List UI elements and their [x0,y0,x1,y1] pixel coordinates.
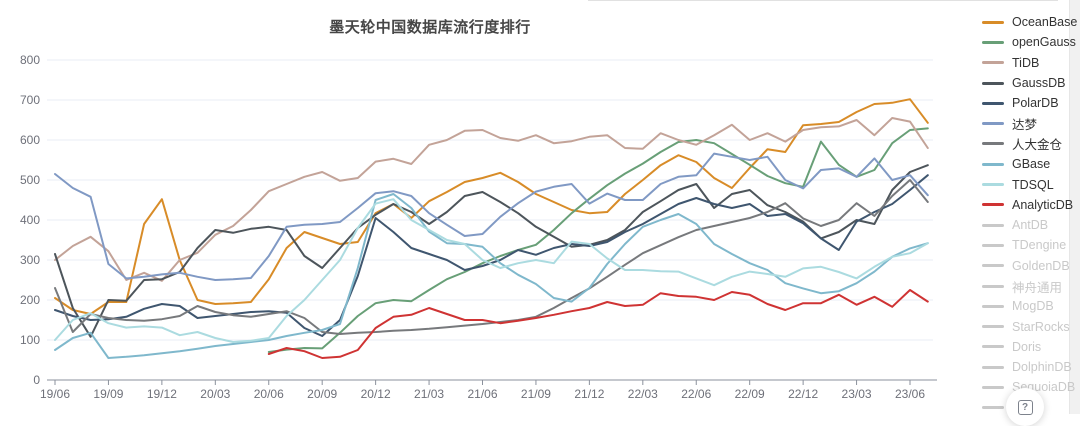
help-shortcut-button[interactable]: ? [1006,388,1044,426]
y-axis-tick-label: 100 [20,333,40,347]
y-axis-tick-label: 500 [20,173,40,187]
x-axis-tick-label: 20/09 [307,387,337,401]
x-axis-tick-label: 21/03 [414,387,444,401]
x-axis-tick-label: 22/12 [788,387,818,401]
legend-item-神舟通用[interactable]: 神舟通用 [982,276,1077,296]
legend-line-swatch [982,183,1004,187]
legend-label: MogDB [1012,299,1054,314]
legend-item-OceanBase[interactable]: OceanBase [982,12,1077,32]
legend-label: TiDB [1012,55,1040,70]
legend-line-swatch [982,101,1004,105]
x-axis-tick-label: 22/09 [735,387,765,401]
legend-line-swatch [982,365,1004,369]
legend-label: GBase [1012,157,1051,172]
y-axis-tick-label: 300 [20,253,40,267]
legend-label: Doris [1012,339,1042,354]
legend-line-swatch [982,122,1004,126]
series-line-GaussDB [54,164,929,338]
y-axis-tick-label: 600 [20,133,40,147]
legend-label: OceanBase [1012,15,1078,30]
y-axis-tick-label: 0 [33,373,40,387]
legend-label: GaussDB [1012,76,1066,91]
legend-line-swatch [982,162,1004,166]
top-divider-line [588,0,1058,1]
series-line-OceanBase [54,98,929,315]
y-axis-tick-label: 800 [20,53,40,67]
y-axis-tick-label: 200 [20,293,40,307]
x-axis-tick-label: 19/06 [40,387,70,401]
chart-legend: OceanBase openGauss TiDB GaussDB PolarDB 达梦人大… [982,12,1077,418]
legend-label: DolphinDB [1012,360,1072,375]
x-axis-tick-label: 20/06 [254,387,284,401]
legend-label: 达梦 [1012,118,1038,133]
series-line-TDSQL [54,198,929,343]
legend-item-PolarDB[interactable]: PolarDB [982,93,1077,113]
legend-line-swatch [982,203,1004,207]
legend-label: 人大金仓 [1012,138,1063,153]
legend-line-swatch [982,40,1004,44]
legend-item-MogDB[interactable]: MogDB [982,296,1077,316]
x-axis-tick-label: 23/06 [895,387,925,401]
legend-label: AnalyticDB [1012,197,1074,212]
x-axis-tick-label: 20/03 [200,387,230,401]
x-axis-tick-label: 21/09 [521,387,551,401]
x-axis-tick-label: 22/06 [681,387,711,401]
legend-line-swatch [982,223,1004,227]
legend-item-Doris[interactable]: Doris [982,337,1077,357]
legend-item-GBase[interactable]: GBase [982,154,1077,174]
legend-item-StarRocks[interactable]: StarRocks [982,316,1077,336]
x-axis-tick-label: 19/09 [93,387,123,401]
question-key-icon: ? [1017,399,1033,415]
series-line-GBase [54,193,929,359]
legend-item-TiDB[interactable]: TiDB [982,53,1077,73]
series-line-AnalyticDB [267,289,929,359]
legend-item-达梦[interactable]: 达梦 [982,113,1077,133]
series-line-达梦 [54,152,929,281]
chart-title: 墨天轮中国数据库流行度排行 [329,19,531,36]
y-axis-tick-label: 400 [20,213,40,227]
series-line-openGauss [267,127,929,353]
x-axis-tick-label: 22/03 [628,387,658,401]
series-line-TiDB [54,117,929,282]
legend-label: TDSQL [1012,177,1054,192]
legend-line-swatch [982,142,1004,146]
legend-line-swatch [982,61,1004,65]
legend-label: TDengine [1012,238,1067,253]
legend-line-swatch [982,284,1004,288]
line-chart-plot: 0 100 200 300 400 500 600 700 800 19/06 19/09 19/12… [20,53,937,401]
legend-line-swatch [982,345,1004,349]
x-axis-tick-label: 19/12 [147,387,177,401]
legend-label: AntDB [1012,218,1049,233]
legend-line-swatch [982,81,1004,85]
x-axis-tick-label: 20/12 [361,387,391,401]
legend-item-GoldenDB[interactable]: GoldenDB [982,256,1077,276]
series-line-人大金仓 [54,179,929,335]
legend-line-swatch [982,385,1004,389]
legend-item-TDSQL[interactable]: TDSQL [982,174,1077,194]
legend-item-AntDB[interactable]: AntDB [982,215,1077,235]
legend-item-TDengine[interactable]: TDengine [982,235,1077,255]
legend-label: StarRocks [1012,319,1070,334]
legend-label: 神舟通用 [1012,280,1063,295]
legend-line-swatch [982,264,1004,268]
legend-line-swatch [982,304,1004,308]
legend-item-AnalyticDB[interactable]: AnalyticDB [982,195,1077,215]
legend-label: GoldenDB [1012,258,1070,273]
legend-line-swatch [982,243,1004,247]
x-axis-tick-label: 21/12 [574,387,604,401]
legend-item-GaussDB[interactable]: GaussDB [982,73,1077,93]
legend-item-DolphinDB[interactable]: DolphinDB [982,357,1077,377]
legend-line-swatch [982,20,1004,24]
scrollbar-strip[interactable] [1069,0,1080,414]
legend-item-openGauss[interactable]: openGauss [982,32,1077,52]
x-axis-tick-label: 23/03 [842,387,872,401]
legend-item-人大金仓[interactable]: 人大金仓 [982,134,1077,154]
legend-line-swatch [982,325,1004,329]
legend-label: openGauss [1012,35,1076,50]
x-axis-tick-label: 21/06 [467,387,497,401]
y-axis-tick-label: 700 [20,93,40,107]
legend-label: PolarDB [1012,96,1059,111]
legend-line-swatch [982,406,1004,410]
